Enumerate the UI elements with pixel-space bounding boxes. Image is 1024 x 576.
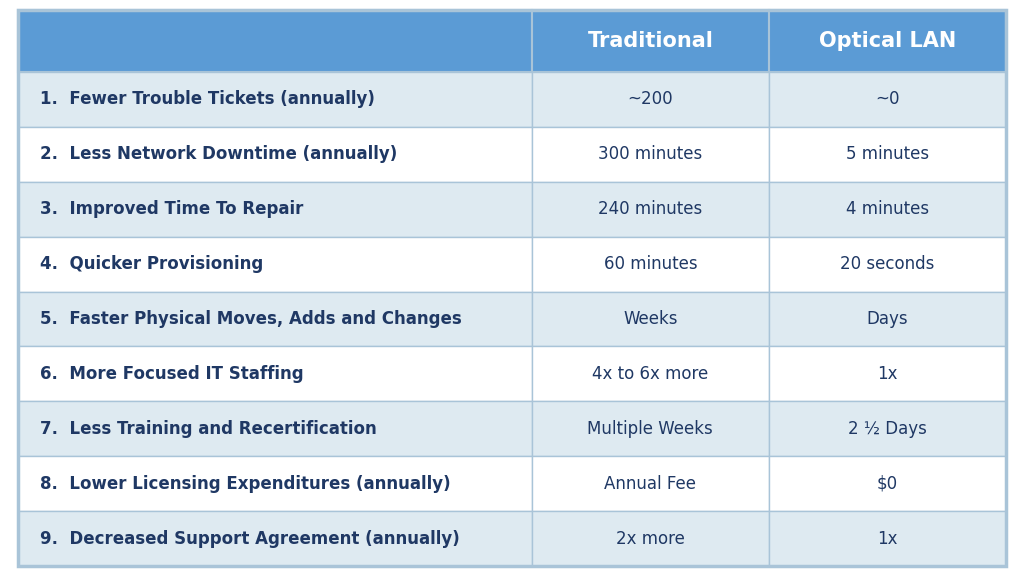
Text: ~200: ~200 [628, 90, 673, 108]
Text: Weeks: Weeks [623, 310, 678, 328]
Bar [18, 346, 531, 401]
Bar [531, 10, 769, 72]
Text: Traditional: Traditional [588, 31, 714, 51]
Bar [18, 127, 531, 182]
Text: Multiple Weeks: Multiple Weeks [588, 420, 713, 438]
Bar [531, 456, 769, 511]
Bar [769, 127, 1006, 182]
Text: 4.  Quicker Provisioning: 4. Quicker Provisioning [40, 255, 263, 273]
Text: ~0: ~0 [876, 90, 900, 108]
Text: 5 minutes: 5 minutes [846, 145, 929, 164]
Bar [18, 511, 531, 566]
Bar [18, 10, 531, 72]
Bar [769, 511, 1006, 566]
Bar [531, 291, 769, 346]
Bar [531, 401, 769, 456]
Text: 2x more: 2x more [615, 529, 685, 548]
Bar [531, 127, 769, 182]
Text: 300 minutes: 300 minutes [598, 145, 702, 164]
Bar [769, 237, 1006, 291]
Text: 4x to 6x more: 4x to 6x more [592, 365, 709, 383]
Bar [769, 291, 1006, 346]
Text: $0: $0 [877, 475, 898, 492]
Bar [18, 72, 531, 127]
Text: Days: Days [866, 310, 908, 328]
Bar [531, 237, 769, 291]
Bar [769, 401, 1006, 456]
Text: 20 seconds: 20 seconds [841, 255, 935, 273]
Text: 1x: 1x [878, 529, 898, 548]
Bar [531, 346, 769, 401]
Bar [531, 182, 769, 237]
Text: 4 minutes: 4 minutes [846, 200, 929, 218]
Text: 9.  Decreased Support Agreement (annually): 9. Decreased Support Agreement (annually… [40, 529, 460, 548]
Bar [769, 182, 1006, 237]
Bar [769, 346, 1006, 401]
Text: 1x: 1x [878, 365, 898, 383]
Bar [18, 237, 531, 291]
Text: 8.  Lower Licensing Expenditures (annually): 8. Lower Licensing Expenditures (annuall… [40, 475, 451, 492]
Bar [18, 182, 531, 237]
Bar [769, 72, 1006, 127]
Text: Annual Fee: Annual Fee [604, 475, 696, 492]
Text: 2.  Less Network Downtime (annually): 2. Less Network Downtime (annually) [40, 145, 397, 164]
Text: 60 minutes: 60 minutes [603, 255, 697, 273]
Bar [18, 456, 531, 511]
Text: Optical LAN: Optical LAN [819, 31, 956, 51]
Bar [769, 10, 1006, 72]
Text: 6.  More Focused IT Staffing: 6. More Focused IT Staffing [40, 365, 304, 383]
Bar [18, 401, 531, 456]
Bar [769, 456, 1006, 511]
Text: 3.  Improved Time To Repair: 3. Improved Time To Repair [40, 200, 303, 218]
Text: 5.  Faster Physical Moves, Adds and Changes: 5. Faster Physical Moves, Adds and Chang… [40, 310, 462, 328]
Bar [18, 291, 531, 346]
Text: 7.  Less Training and Recertification: 7. Less Training and Recertification [40, 420, 377, 438]
Bar [531, 72, 769, 127]
Text: 1.  Fewer Trouble Tickets (annually): 1. Fewer Trouble Tickets (annually) [40, 90, 375, 108]
Text: 240 minutes: 240 minutes [598, 200, 702, 218]
Text: 2 ½ Days: 2 ½ Days [848, 420, 927, 438]
Bar [531, 511, 769, 566]
